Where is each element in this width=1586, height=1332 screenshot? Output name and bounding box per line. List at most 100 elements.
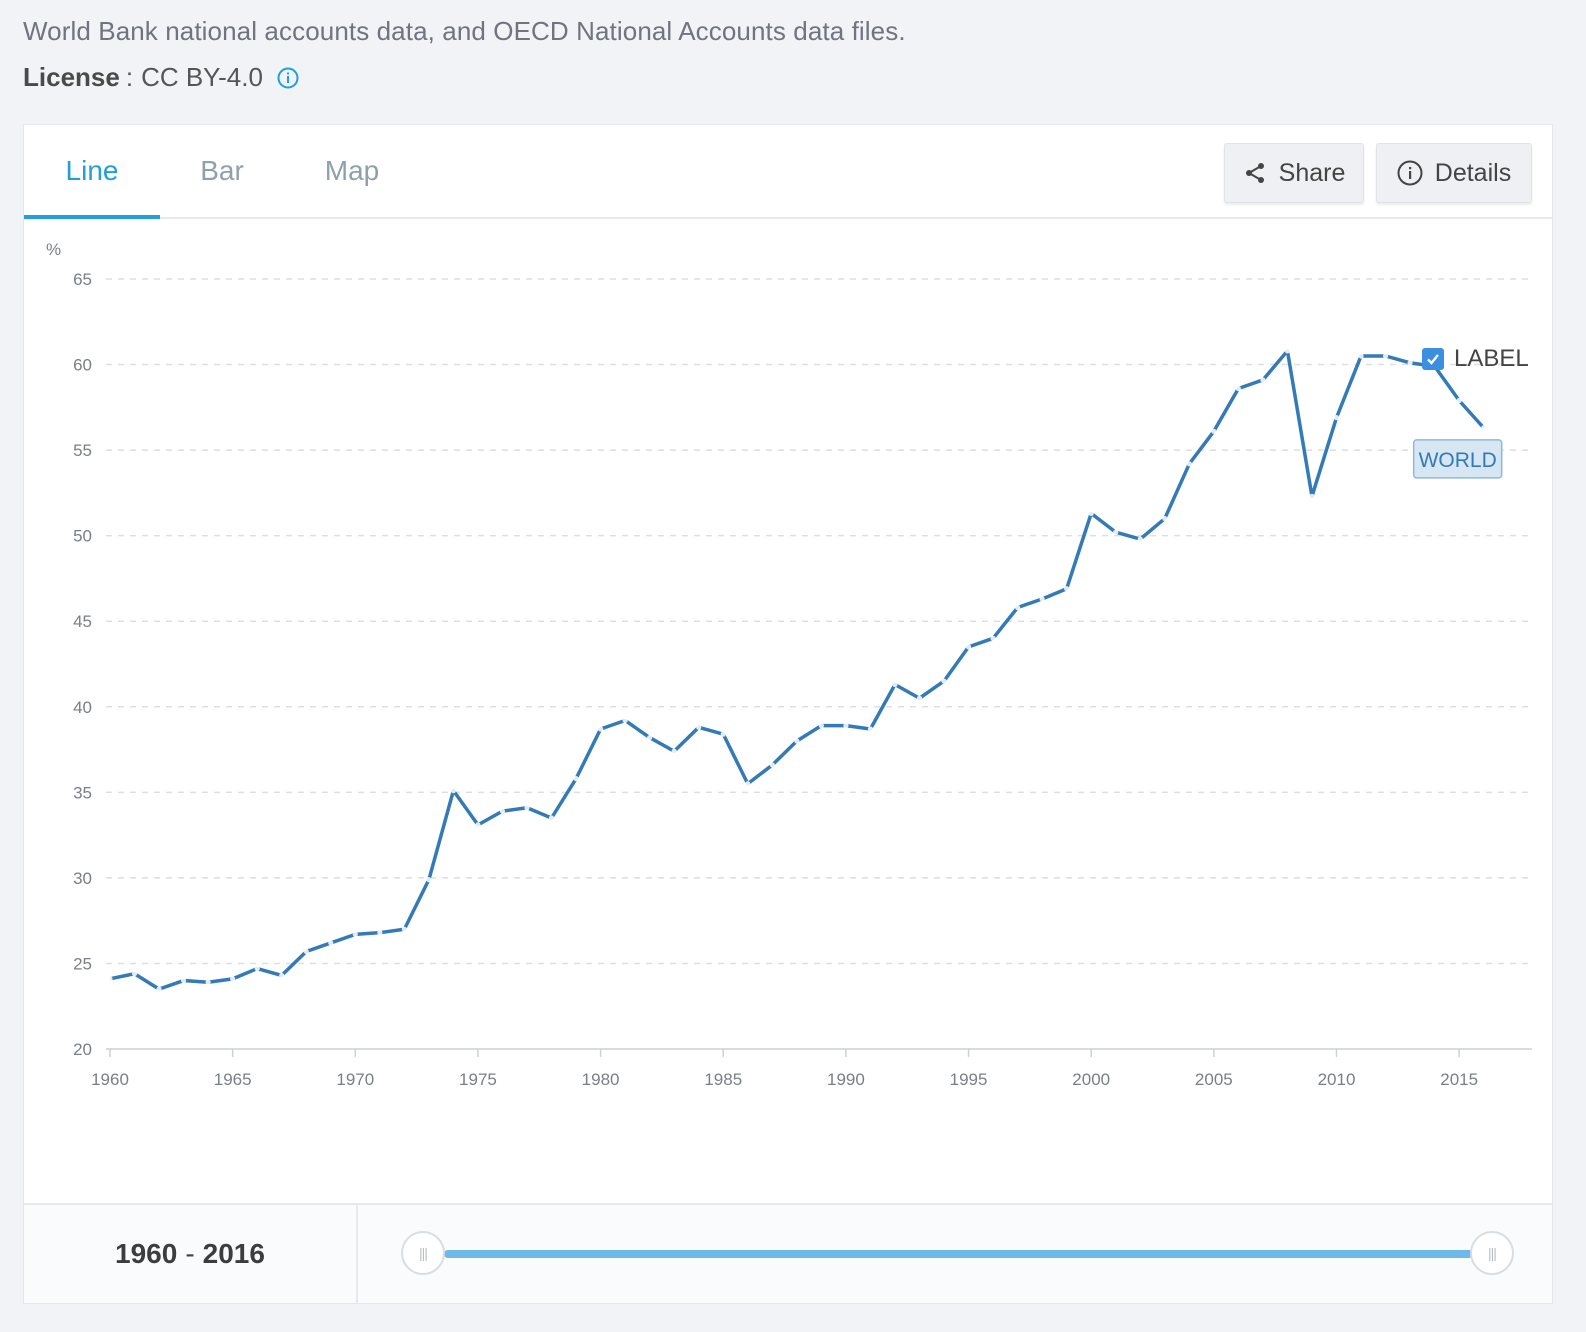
y-tick-label: 20 [73,1040,92,1059]
data-point[interactable] [941,678,947,684]
data-point[interactable] [1064,586,1070,592]
data-point[interactable] [916,695,923,701]
data-point[interactable] [647,734,653,741]
data-point[interactable] [377,930,383,936]
data-point[interactable] [892,681,898,688]
data-point[interactable] [1137,536,1143,542]
data-point[interactable] [499,808,506,814]
y-tick-label: 30 [73,869,92,888]
license-label: License [23,62,120,92]
data-point[interactable] [426,877,432,883]
data-point[interactable] [254,965,260,972]
data-point[interactable] [131,971,138,977]
data-point[interactable] [867,726,874,732]
series-line-world [109,349,1485,991]
data-point[interactable] [769,762,775,768]
data-point[interactable] [794,738,800,744]
details-label: Details [1434,158,1512,187]
data-point[interactable] [1162,515,1168,522]
x-tick-label: 2000 [1072,1070,1110,1089]
year-range: 1960 - 2016 [24,1205,358,1303]
label-toggle[interactable]: LABEL [1422,345,1529,373]
x-tick-label: 1990 [827,1070,865,1089]
range-slider-track[interactable] [444,1250,1474,1258]
data-point[interactable] [352,931,358,937]
data-point[interactable] [573,776,579,782]
data-point[interactable] [720,731,726,737]
x-tick-label: 2010 [1318,1070,1356,1089]
data-point[interactable] [622,717,628,724]
checkbox-checked-icon[interactable] [1422,348,1444,370]
data-point[interactable] [328,940,334,946]
data-point[interactable] [1333,415,1340,421]
data-point[interactable] [990,635,996,641]
share-button[interactable]: Share [1224,143,1364,203]
tab-map[interactable]: Map [324,155,380,186]
data-point[interactable] [1113,529,1119,535]
chart-card: Line Bar Map Share Details % 20 25 30 35 40 45… [23,124,1553,1304]
data-point[interactable] [1309,493,1315,499]
range-end: 2016 [202,1238,265,1269]
x-tick-label: 1985 [704,1070,742,1089]
x-tick-label: 2005 [1195,1070,1233,1089]
data-point[interactable] [1284,348,1291,354]
data-point[interactable] [524,805,530,811]
data-point[interactable] [1358,353,1364,359]
data-point[interactable] [548,815,555,821]
data-point[interactable] [230,976,236,982]
chart-area: % 20 25 30 35 40 45 50 55 60 65 1960 1965 1970 1975 198… [24,219,1552,1203]
data-point[interactable] [671,748,677,754]
license-row: License : CC BY-4.0 [23,62,299,93]
y-tick-label: 60 [73,356,92,375]
tab-bar[interactable]: Bar [200,155,244,186]
range-footer: 1960 - 2016 ||| ||| [24,1203,1552,1303]
license-value: CC BY-4.0 [141,62,263,92]
label-toggle-text: LABEL [1454,345,1529,372]
data-point[interactable] [303,948,309,955]
data-point[interactable] [843,723,849,729]
y-tick-label: 40 [73,698,92,717]
range-slider-start-handle[interactable]: ||| [401,1231,445,1275]
x-tick-label: 1965 [214,1070,252,1089]
series-label-world: WORLD [1419,449,1497,472]
data-point[interactable] [1407,360,1413,366]
y-tick-label: 25 [73,954,92,973]
data-point[interactable] [1186,461,1192,467]
data-point[interactable] [279,972,285,979]
share-label: Share [1278,158,1346,187]
data-point[interactable] [401,926,407,932]
data-point[interactable] [696,724,702,730]
data-point[interactable] [1211,428,1217,434]
data-point[interactable] [1015,604,1021,611]
data-point[interactable] [1235,385,1241,392]
data-point[interactable] [1088,510,1094,517]
info-circle-icon [1397,160,1423,186]
data-point[interactable] [180,977,187,984]
y-tick-label: 50 [73,527,92,546]
details-button[interactable]: Details [1376,143,1532,203]
data-point[interactable] [965,644,972,650]
y-axis-label: % [46,240,61,259]
tab-line[interactable]: Line [24,125,160,219]
x-tick-label: 1960 [91,1070,129,1089]
range-slider-end-handle[interactable]: ||| [1470,1231,1514,1275]
x-tick-label: 2015 [1440,1070,1478,1089]
data-point[interactable] [598,726,604,732]
data-point[interactable] [1039,596,1045,602]
data-point[interactable] [205,979,211,985]
range-start: 1960 [115,1238,178,1269]
data-point[interactable] [818,723,824,729]
x-tick-label: 1980 [582,1070,620,1089]
data-point[interactable] [107,976,113,982]
data-point[interactable] [1260,377,1266,383]
share-icon [1243,161,1267,185]
data-point[interactable] [1481,425,1487,431]
data-point[interactable] [745,781,751,787]
data-point[interactable] [475,822,481,828]
data-point[interactable] [1382,353,1389,359]
data-point[interactable] [450,788,457,794]
y-tick-label: 45 [73,612,92,631]
info-icon[interactable] [277,67,299,89]
data-point[interactable] [1456,397,1462,404]
data-point[interactable] [156,986,162,992]
